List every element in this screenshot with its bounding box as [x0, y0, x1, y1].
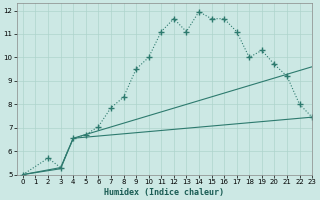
X-axis label: Humidex (Indice chaleur): Humidex (Indice chaleur) — [104, 188, 224, 197]
